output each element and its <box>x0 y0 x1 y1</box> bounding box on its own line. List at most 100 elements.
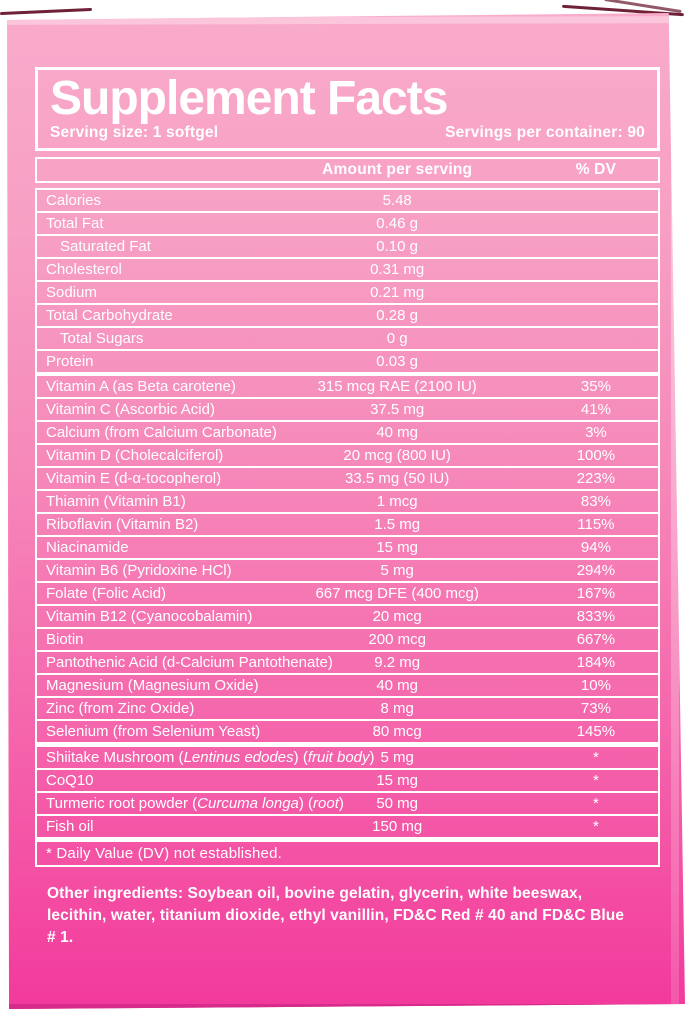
nutrient-name: Riboflavin (Vitamin B2) <box>46 516 199 533</box>
nutrient-dv: 184% <box>576 654 616 671</box>
nutrient-name: Fish oil <box>46 818 94 835</box>
nutrient-dv: 100% <box>576 447 616 464</box>
facts-row: Vitamin D (Cholecalciferol) 20 mcg (800 … <box>37 445 658 468</box>
nutrient-amount: 667 mcg DFE (400 mcg) <box>315 585 479 602</box>
facts-row: Vitamin B6 (Pyridoxine HCl) 5 mg 294% <box>37 560 658 583</box>
nutrient-name: Calories <box>46 192 102 209</box>
nutrient-name: Vitamin D (Cholecalciferol) <box>46 447 224 464</box>
facts-row: Thiamin (Vitamin B1) 1 mcg 83% <box>37 491 658 514</box>
facts-row: Biotin 200 mcg 667% <box>37 629 658 652</box>
supplement-facts-panel: Supplement Facts Serving size: 1 softgel… <box>35 67 660 949</box>
nutrient-dv: 833% <box>576 608 616 625</box>
nutrient-amount: 40 mg <box>376 424 419 441</box>
facts-row: Folate (Folic Acid) 667 mcg DFE (400 mcg… <box>37 583 658 606</box>
facts-table: Calories 5.48 Total Fat 0.46 g Saturated… <box>35 188 660 867</box>
facts-row: Vitamin C (Ascorbic Acid) 37.5 mg 41% <box>37 399 658 422</box>
facts-row: Fish oil 150 mg * <box>37 816 658 842</box>
facts-row: Vitamin E (d-α-tocopherol) 33.5 mg (50 I… <box>37 468 658 491</box>
nutrient-name: Vitamin B12 (Cyanocobalamin) <box>46 608 253 625</box>
facts-row: Vitamin B12 (Cyanocobalamin) 20 mcg 833% <box>37 606 658 629</box>
nutrient-amount: 40 mg <box>376 677 419 694</box>
nutrient-amount: 80 mcg <box>372 723 422 740</box>
facts-row: Pantothenic Acid (d-Calcium Pantothenate… <box>37 652 658 675</box>
nutrient-amount: 1 mcg <box>376 493 418 510</box>
nutrient-name: Turmeric root powder (Curcuma longa) (ro… <box>46 795 344 812</box>
nutrient-amount: 15 mg <box>376 772 419 789</box>
facts-row: Protein 0.03 g <box>37 351 658 376</box>
footnote-text: * Daily Value (DV) not established. <box>46 845 282 862</box>
nutrient-dv: 145% <box>576 723 616 740</box>
nutrient-dv: 223% <box>576 470 616 487</box>
nutrient-dv: 294% <box>576 562 616 579</box>
facts-row: CoQ10 15 mg * <box>37 770 658 793</box>
facts-row: Total Carbohydrate 0.28 g <box>37 305 658 328</box>
nutrient-amount: 0 g <box>386 330 408 347</box>
nutrient-amount: 0.03 g <box>376 353 419 370</box>
nutrient-name: Vitamin B6 (Pyridoxine HCl) <box>46 562 232 579</box>
nutrient-amount: 0.21 mg <box>370 284 425 301</box>
nutrient-amount: 0.10 g <box>376 238 419 255</box>
nutrient-name: Magnesium (Magnesium Oxide) <box>46 677 259 694</box>
nutrient-name: Total Fat <box>46 215 104 232</box>
nutrient-name: Vitamin E (d-α-tocopherol) <box>46 470 222 487</box>
nutrient-dv: 94% <box>580 539 611 556</box>
nutrient-amount: 5 mg <box>380 749 414 766</box>
facts-rows: Calories 5.48 Total Fat 0.46 g Saturated… <box>37 190 658 842</box>
nutrient-dv: 167% <box>576 585 616 602</box>
facts-row: Calcium (from Calcium Carbonate) 40 mg 3… <box>37 422 658 445</box>
nutrient-name: Total Carbohydrate <box>46 307 173 324</box>
nutrient-name: Thiamin (Vitamin B1) <box>46 493 186 510</box>
facts-row: Saturated Fat 0.10 g <box>37 236 658 259</box>
nutrient-dv: * <box>592 818 599 835</box>
nutrient-dv: * <box>592 749 599 766</box>
nutrient-amount: 37.5 mg <box>370 401 425 418</box>
nutrient-name: Selenium (from Selenium Yeast) <box>46 723 261 740</box>
nutrient-name: Sodium <box>46 284 97 301</box>
nutrient-amount: 50 mg <box>376 795 419 812</box>
facts-row: Shiitake Mushroom (Lentinus edodes) (fru… <box>37 747 658 770</box>
facts-row: Cholesterol 0.31 mg <box>37 259 658 282</box>
facts-row: Zinc (from Zinc Oxide) 8 mg 73% <box>37 698 658 721</box>
facts-row: Riboflavin (Vitamin B2) 1.5 mg 115% <box>37 514 658 537</box>
nutrient-dv: 115% <box>577 516 615 533</box>
nutrient-amount: 15 mg <box>376 539 419 556</box>
nutrient-name: Folate (Folic Acid) <box>46 585 167 602</box>
nutrient-name: Vitamin C (Ascorbic Acid) <box>46 401 215 418</box>
nutrient-name: Total Sugars <box>60 330 144 347</box>
nutrient-name: Vitamin A (as Beta carotene) <box>46 378 236 395</box>
nutrient-name: Zinc (from Zinc Oxide) <box>46 700 195 717</box>
nutrient-dv: 41% <box>580 401 611 418</box>
servings-per-container-text: Servings per container: 90 <box>445 124 645 141</box>
nutrient-name: CoQ10 <box>46 772 94 789</box>
nutrient-name: Biotin <box>46 631 84 648</box>
footnote-row: * Daily Value (DV) not established. <box>37 842 658 865</box>
nutrient-name: Protein <box>46 353 94 370</box>
facts-row: Calories 5.48 <box>37 190 658 213</box>
facts-row: Total Fat 0.46 g <box>37 213 658 236</box>
nutrient-name: Cholesterol <box>46 261 122 278</box>
nutrient-amount: 150 mg <box>372 818 423 835</box>
nutrient-dv: 3% <box>585 424 607 441</box>
nutrient-amount: 0.46 g <box>376 215 419 232</box>
other-ingredients-text: Other ingredients: Soybean oil, bovine g… <box>47 885 625 946</box>
nutrient-dv: 83% <box>580 493 611 510</box>
facts-row: Sodium 0.21 mg <box>37 282 658 305</box>
box-top-edge-highlight <box>7 16 672 25</box>
nutrient-amount: 20 mcg (800 IU) <box>343 447 451 464</box>
nutrient-amount: 5 mg <box>380 562 414 579</box>
nutrient-amount: 20 mcg <box>372 608 422 625</box>
serving-info-row: Serving size: 1 softgel Servings per con… <box>50 124 645 143</box>
nutrient-dv: * <box>592 795 599 812</box>
nutrient-name: Calcium (from Calcium Carbonate) <box>46 424 277 441</box>
title-box: Supplement Facts Serving size: 1 softgel… <box>35 67 660 151</box>
serving-size-text: Serving size: 1 softgel <box>50 124 219 141</box>
nutrient-name: Shiitake Mushroom (Lentinus edodes) (fru… <box>46 749 375 766</box>
product-box-front: Supplement Facts Serving size: 1 softgel… <box>7 13 685 1009</box>
nutrient-amount: 0.28 g <box>376 307 419 324</box>
nutrient-name: Niacinamide <box>46 539 129 556</box>
column-header-dv: % DV <box>575 161 617 178</box>
column-header-bar: Amount per serving % DV <box>35 157 660 183</box>
nutrient-amount: 1.5 mg <box>374 516 421 533</box>
nutrient-dv: 667% <box>576 631 616 648</box>
